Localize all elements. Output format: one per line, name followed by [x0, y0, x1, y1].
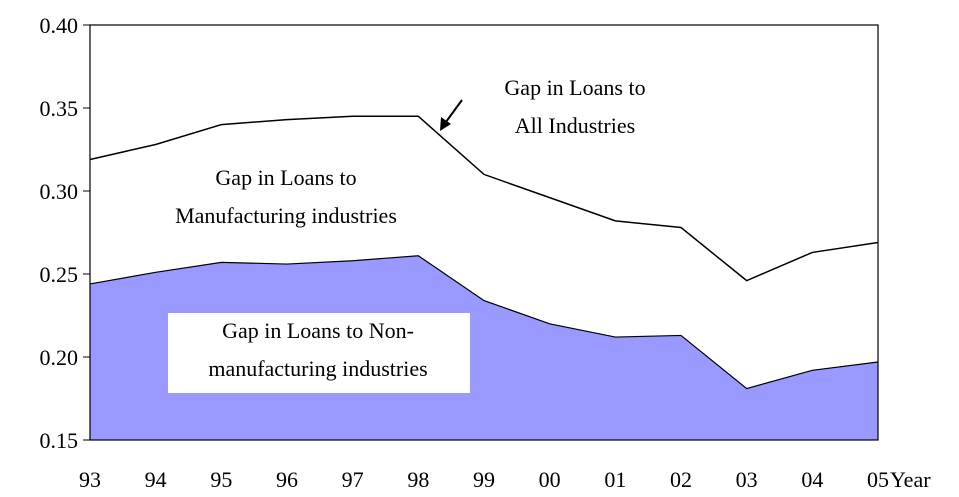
annotation: Manufacturing industries — [175, 203, 397, 228]
x-tick-label: 96 — [276, 467, 298, 492]
annotation: Gap in Loans to — [215, 165, 356, 190]
y-tick-label: 0.25 — [40, 262, 79, 287]
x-tick-label: 94 — [145, 467, 167, 492]
area-edge — [89, 255, 879, 390]
annotation: Gap in Loans to — [504, 75, 645, 100]
y-tick-label: 0.35 — [40, 96, 79, 121]
x-tick-label: 95 — [210, 467, 232, 492]
line — [89, 115, 879, 282]
x-tick-label: 98 — [407, 467, 429, 492]
x-tick-label: 99 — [473, 467, 495, 492]
annotation: All Industries — [515, 113, 635, 138]
x-tick-label: 93 — [79, 467, 101, 492]
x-tick-label: 02 — [670, 467, 692, 492]
annotation: Gap in Loans to Non- — [222, 318, 414, 343]
area — [90, 255, 878, 440]
annotation-box — [168, 313, 470, 393]
x-tick-label: 97 — [342, 467, 364, 492]
y-tick-label: 0.30 — [40, 179, 79, 204]
y-tick-label: 0.20 — [40, 345, 79, 370]
y-tick-label: 0.15 — [40, 428, 79, 453]
annotation: manufacturing industries — [208, 356, 427, 381]
x-tick-label: 01 — [604, 467, 626, 492]
plot-frame — [89, 24, 879, 441]
x-tick-label: 03 — [736, 467, 758, 492]
arrow-head — [440, 117, 451, 131]
x-tick-label: 04 — [801, 467, 823, 492]
x-tick-label: 00 — [539, 467, 561, 492]
x-tick-label: 05 — [867, 467, 889, 492]
y-tick-label: 0.40 — [40, 13, 79, 38]
x-axis-label: Year — [890, 467, 931, 492]
